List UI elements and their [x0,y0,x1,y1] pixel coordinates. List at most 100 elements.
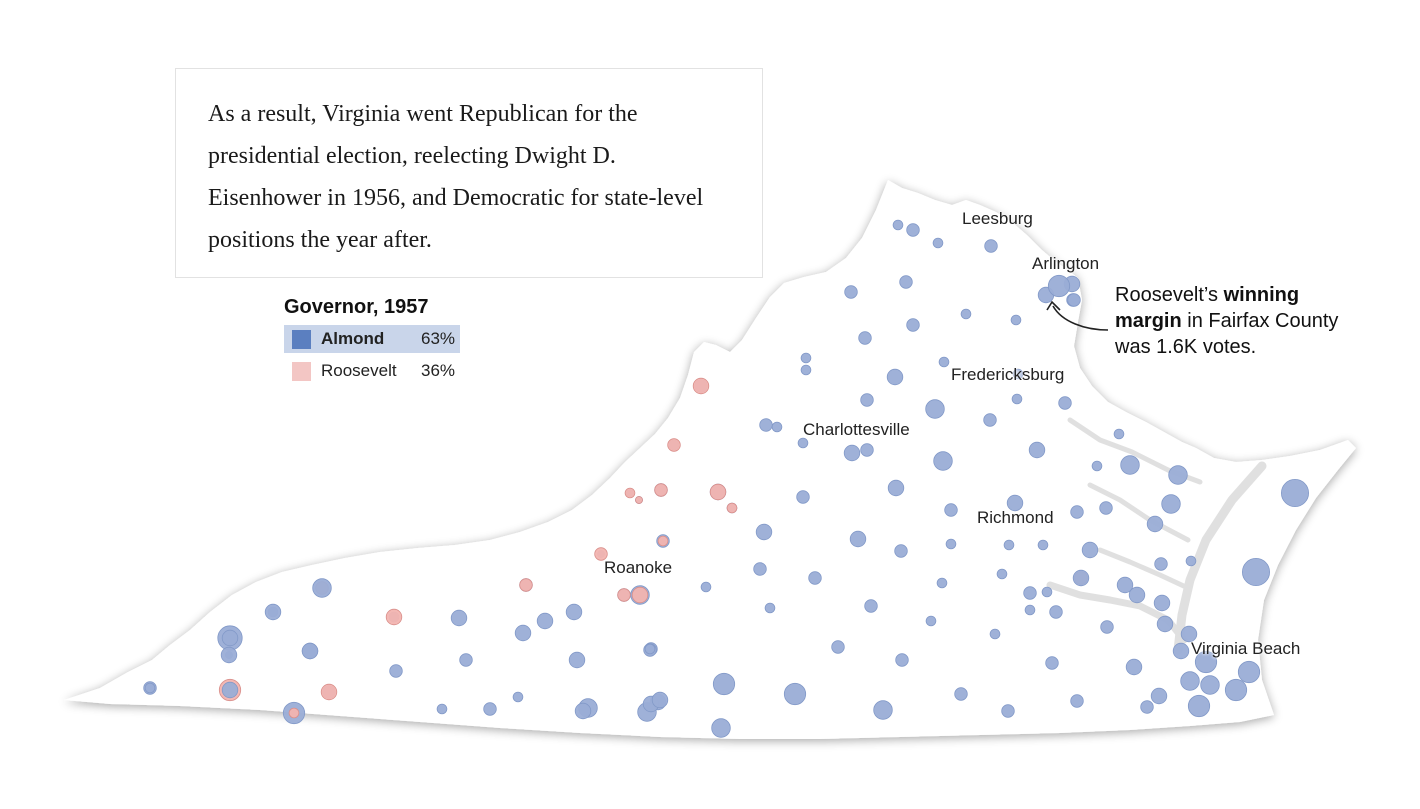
annotation-arrow [1052,305,1109,331]
county-bubble-almond [1185,555,1197,567]
county-bubble-almond [895,653,909,667]
county-bubble-almond [892,219,904,231]
county-bubble-almond [1049,605,1063,619]
county-bubble-almond [389,664,403,678]
county-bubble-almond [755,523,773,541]
county-bubble-almond [574,702,592,720]
county-bubble-almond [264,603,282,621]
county-bubble-almond [483,702,497,716]
county-bubble-almond [1072,569,1090,587]
county-bubble-almond [700,581,712,593]
county-bubble-almond [933,451,953,471]
legend-name-almond: Almond [321,329,385,348]
county-bubble-almond [220,646,238,664]
county-bubble-almond [1180,671,1200,691]
city-label-richmond: Richmond [977,508,1054,527]
county-bubble-almond [221,629,239,647]
county-bubble-almond [1140,700,1154,714]
county-bubble-roosevelt [320,683,338,701]
county-bubble-almond [844,285,858,299]
county-bubble-almond [887,479,905,497]
county-bubbles [143,219,1310,738]
county-bubble-roosevelt [654,483,668,497]
legend-name-roosevelt: Roosevelt [321,361,397,380]
county-bubble-almond [1120,455,1140,475]
county-bubble-almond [1161,494,1181,514]
county-bubble-almond [996,568,1008,580]
county-bubble-almond [1156,615,1174,633]
county-bubble-almond [1128,586,1146,604]
county-bubble-almond [1281,478,1310,507]
county-bubble-almond [1091,460,1103,472]
county-bubble-almond [1012,368,1024,380]
county-bubble-almond [1070,505,1084,519]
county-bubble-roosevelt [631,586,649,604]
county-bubble-almond [436,703,448,715]
county-bubble-almond [512,691,524,703]
county-bubble-almond [1041,586,1053,598]
county-bubble-almond [860,393,874,407]
county-bubble-almond [1011,393,1023,405]
city-label-charlottesville: Charlottesville [803,420,910,439]
county-bubble-roosevelt [667,438,681,452]
county-bubble-almond [1113,428,1125,440]
legend-pct-roosevelt: 36% [421,361,456,380]
county-bubble-almond [858,331,872,345]
legend-title: Governor, 1957 [284,296,429,318]
story-text: As a result, Virginia went Republican fo… [208,101,704,253]
county-bubble-almond [1242,558,1271,587]
county-bubble-almond [1067,293,1081,307]
county-bubble-almond [1168,465,1188,485]
county-bubble-almond [301,642,319,660]
county-bubble-almond [1154,557,1168,571]
chesapeake-bay [1173,461,1267,655]
county-bubble-almond [450,609,468,627]
fairfax-annotation: Roosevelt’s winning margin in Fairfax Co… [1115,282,1355,360]
annotation-suffix: in Fairfax County was 1.6K votes. [1115,310,1339,358]
county-bubble-almond [796,490,810,504]
county-bubble-almond [1150,687,1168,705]
county-bubble-almond [925,399,945,419]
county-bubble-roosevelt [692,377,710,395]
county-bubble-almond [1100,620,1114,634]
story-box: As a result, Virginia went Republican fo… [175,68,763,278]
county-bubble-almond [938,356,950,368]
city-label-roanoke: Roanoke [604,558,673,577]
county-bubble-almond [1116,576,1134,594]
county-bubble-almond [144,682,156,694]
county-bubble-almond [1180,625,1198,643]
county-bubble-almond [983,413,997,427]
county-bubble-roosevelt [635,496,643,504]
county-bubble-almond [1237,660,1261,684]
county-bubble-roosevelt [709,483,727,501]
county-bubble-almond [899,275,913,289]
county-bubble-almond [873,700,893,720]
county-bubble-almond [1172,642,1190,660]
county-bubble-almond [1081,541,1099,559]
county-bubble-almond [1194,650,1218,674]
city-label-fredericksburg: Fredericksburg [951,365,1065,384]
county-bubble-roosevelt [385,608,403,626]
legend-swatch-almond [292,329,311,349]
county-bubble-roosevelt [657,535,669,547]
county-bubble-almond [1006,494,1024,512]
annotation-prefix: Roosevelt’s [1115,284,1224,306]
county-bubble-almond [1187,694,1211,718]
county-bubble-almond [771,421,783,433]
county-bubble-almond [954,687,968,701]
county-bubble-almond [536,612,554,630]
county-bubble-almond [894,544,908,558]
county-bubble-roosevelt [624,487,636,499]
legend: Governor, 1957 Almond 63% Roosevelt 36% [284,296,460,389]
county-bubble-almond [1003,539,1015,551]
county-bubble-almond [1023,586,1037,600]
county-bubble-almond [1047,274,1071,298]
county-bubble-almond [864,599,878,613]
county-bubble-almond [459,653,473,667]
county-bubble-roosevelt [594,547,608,561]
annotation-bold: winning margin [1115,284,1300,332]
city-label-leesburg: Leesburg [962,209,1033,228]
county-bubble-almond [565,603,583,621]
county-bubble-almond [960,308,972,320]
